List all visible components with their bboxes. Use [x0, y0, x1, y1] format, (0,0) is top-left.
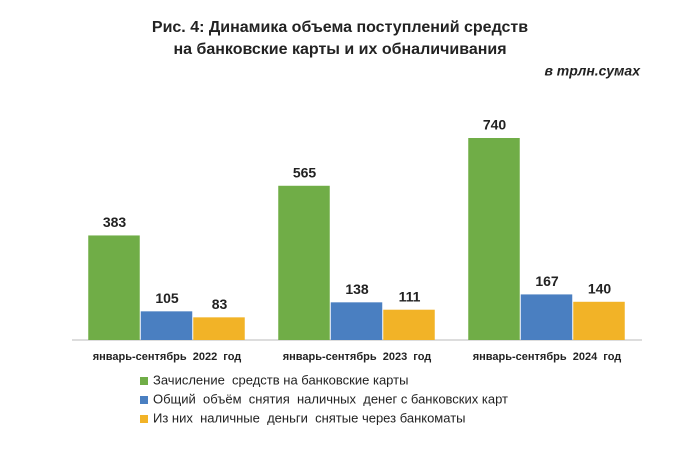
bar — [330, 302, 383, 340]
x-tick-label: январь-сентябрь 2022 год — [93, 351, 242, 363]
legend-label: Общий объём снятия наличных денег с банк… — [153, 391, 508, 406]
bar — [520, 294, 573, 340]
data-label: 83 — [212, 296, 228, 312]
chart-subtitle: в трлн.сумах — [544, 63, 641, 79]
data-label: 740 — [483, 117, 507, 133]
chart-title: на банковские карты и их обналичивания — [173, 41, 506, 58]
bar — [88, 235, 140, 340]
bar — [140, 311, 193, 340]
legend-label: Из них наличные деньги снятые через банк… — [153, 410, 466, 425]
bar — [278, 185, 330, 340]
legend-swatch — [140, 415, 148, 423]
data-label: 138 — [345, 281, 369, 297]
data-label: 105 — [155, 290, 179, 306]
data-label: 140 — [588, 280, 612, 296]
legend-label: Зачисление средств на банковские карты — [153, 372, 408, 387]
data-label: 565 — [293, 164, 317, 180]
bar — [468, 138, 520, 340]
legend-swatch — [140, 396, 148, 404]
data-label: 111 — [399, 288, 421, 304]
x-tick-label: январь-сентябрь 2024 год — [473, 351, 622, 363]
legend-swatch — [140, 377, 148, 385]
bar — [193, 317, 245, 340]
data-label: 383 — [103, 214, 127, 230]
bar — [573, 301, 625, 340]
chart-title: Рис. 4: Динамика объема поступлений сред… — [152, 19, 528, 36]
x-tick-label: январь-сентябрь 2023 год — [283, 351, 432, 363]
data-label: 167 — [535, 273, 559, 289]
bar — [383, 309, 435, 340]
